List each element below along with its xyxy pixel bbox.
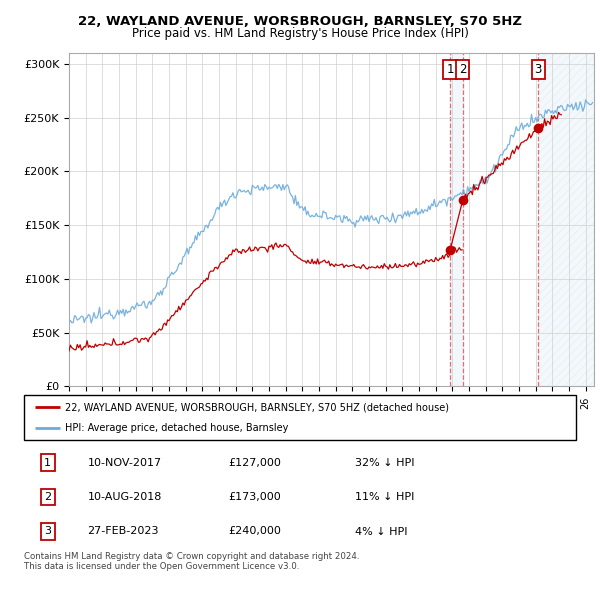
Text: £173,000: £173,000 bbox=[228, 492, 281, 502]
Text: Contains HM Land Registry data © Crown copyright and database right 2024.
This d: Contains HM Land Registry data © Crown c… bbox=[24, 552, 359, 571]
Text: 27-FEB-2023: 27-FEB-2023 bbox=[88, 526, 159, 536]
Text: 32% ↓ HPI: 32% ↓ HPI bbox=[355, 458, 415, 468]
Text: 3: 3 bbox=[44, 526, 51, 536]
Bar bbox=[538, 53, 594, 386]
Text: 22, WAYLAND AVENUE, WORSBROUGH, BARNSLEY, S70 5HZ: 22, WAYLAND AVENUE, WORSBROUGH, BARNSLEY… bbox=[78, 15, 522, 28]
Text: 22, WAYLAND AVENUE, WORSBROUGH, BARNSLEY, S70 5HZ (detached house): 22, WAYLAND AVENUE, WORSBROUGH, BARNSLEY… bbox=[65, 402, 449, 412]
Text: Price paid vs. HM Land Registry's House Price Index (HPI): Price paid vs. HM Land Registry's House … bbox=[131, 27, 469, 40]
Text: £240,000: £240,000 bbox=[228, 526, 281, 536]
Text: 2: 2 bbox=[459, 63, 466, 76]
Text: 1: 1 bbox=[446, 63, 454, 76]
Text: 10-AUG-2018: 10-AUG-2018 bbox=[88, 492, 162, 502]
Text: 3: 3 bbox=[535, 63, 542, 76]
Text: HPI: Average price, detached house, Barnsley: HPI: Average price, detached house, Barn… bbox=[65, 422, 289, 432]
Text: 2: 2 bbox=[44, 492, 51, 502]
FancyBboxPatch shape bbox=[24, 395, 576, 440]
Text: 11% ↓ HPI: 11% ↓ HPI bbox=[355, 492, 415, 502]
Text: 1: 1 bbox=[44, 458, 51, 468]
Text: 10-NOV-2017: 10-NOV-2017 bbox=[88, 458, 161, 468]
Text: 4% ↓ HPI: 4% ↓ HPI bbox=[355, 526, 408, 536]
Bar bbox=[450, 53, 463, 386]
Text: £127,000: £127,000 bbox=[228, 458, 281, 468]
